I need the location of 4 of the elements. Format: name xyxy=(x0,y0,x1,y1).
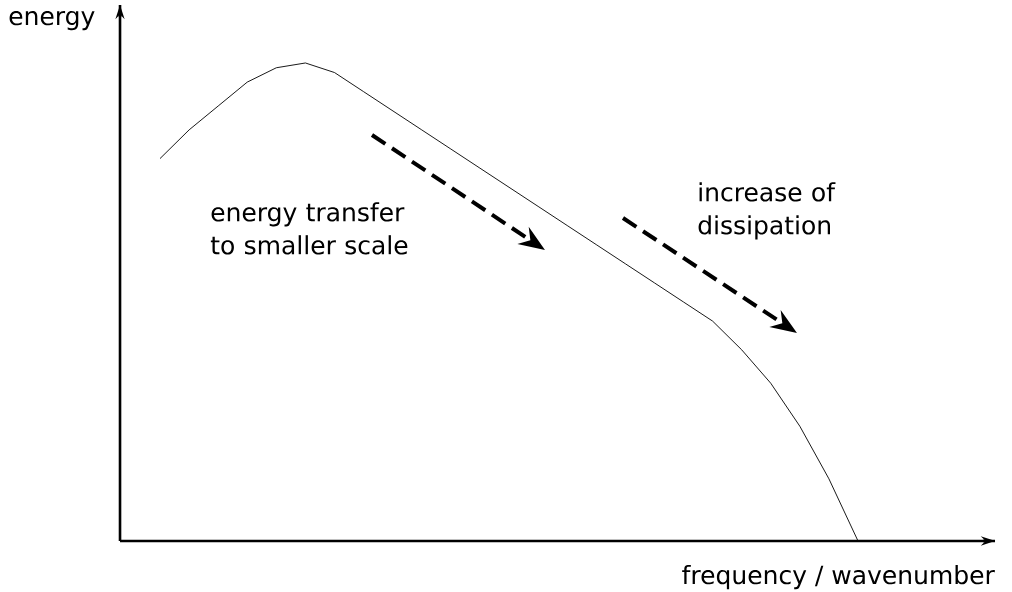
x-axis-title: frequency / wavenumber xyxy=(682,564,995,590)
y-axis-title: energy xyxy=(9,10,95,31)
annotation: energy transfer to smaller scale xyxy=(210,202,408,255)
annotation: increase of dissipation xyxy=(698,182,836,240)
